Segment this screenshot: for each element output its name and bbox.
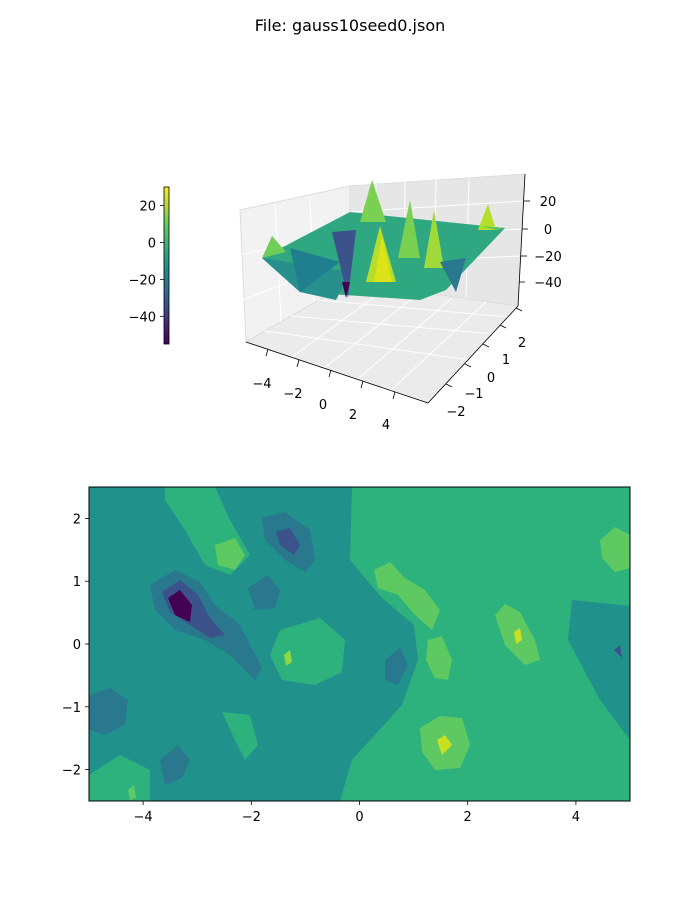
- contour-x-tick-label: −2: [242, 810, 261, 825]
- contour-regions: [89, 487, 630, 801]
- colorbar-tick-label: 0: [148, 236, 156, 251]
- contour-y-tick-label: 2: [73, 512, 81, 527]
- colorbar-tick-label: −40: [129, 310, 156, 325]
- contour-x-tick-label: 4: [572, 810, 580, 825]
- contour-x-tick-label: −4: [134, 810, 153, 825]
- surface-y-tick-label: 0: [487, 371, 495, 386]
- surface-z-tick-label: −40: [534, 276, 561, 291]
- contour-x-tick-label: 2: [464, 810, 472, 825]
- surface-x-tick-label: 2: [349, 408, 357, 423]
- figure-title: File: gauss10seed0.json: [254, 16, 446, 35]
- surface-y-tick-label: −2: [446, 405, 465, 420]
- surface-x-tick-label: 4: [382, 418, 390, 433]
- colorbar-gradient: [163, 186, 170, 345]
- colorbar-tick-label: 20: [139, 199, 156, 214]
- contour-y-tick-label: 0: [73, 638, 81, 653]
- contour-y-tick-label: −2: [62, 764, 81, 779]
- surface-x-tick-label: −4: [252, 377, 271, 392]
- surface-y-tick-label: 1: [502, 353, 510, 368]
- surface-z-tick-label: 20: [540, 195, 557, 210]
- surface-x-tick-label: 0: [319, 398, 327, 413]
- contour-x-tick-label: 0: [355, 810, 363, 825]
- surface-y-tick-label: 2: [518, 336, 526, 351]
- colorbar: 20 0 −20 −40: [129, 186, 170, 345]
- contour-y-tick-label: −1: [62, 701, 81, 716]
- surface-z-tick-label: −20: [534, 250, 561, 265]
- surface-z-tick-label: 0: [544, 223, 552, 238]
- contour-y-tick-label: 1: [73, 575, 81, 590]
- surface-y-tick-label: −1: [464, 387, 483, 402]
- colorbar-tick-label: −20: [129, 273, 156, 288]
- surface-mesh: [262, 180, 505, 300]
- contour-plot: −4 −2 0 2 4 2 1 0 −1 −2: [62, 486, 631, 825]
- surface-x-tick-label: −2: [283, 387, 302, 402]
